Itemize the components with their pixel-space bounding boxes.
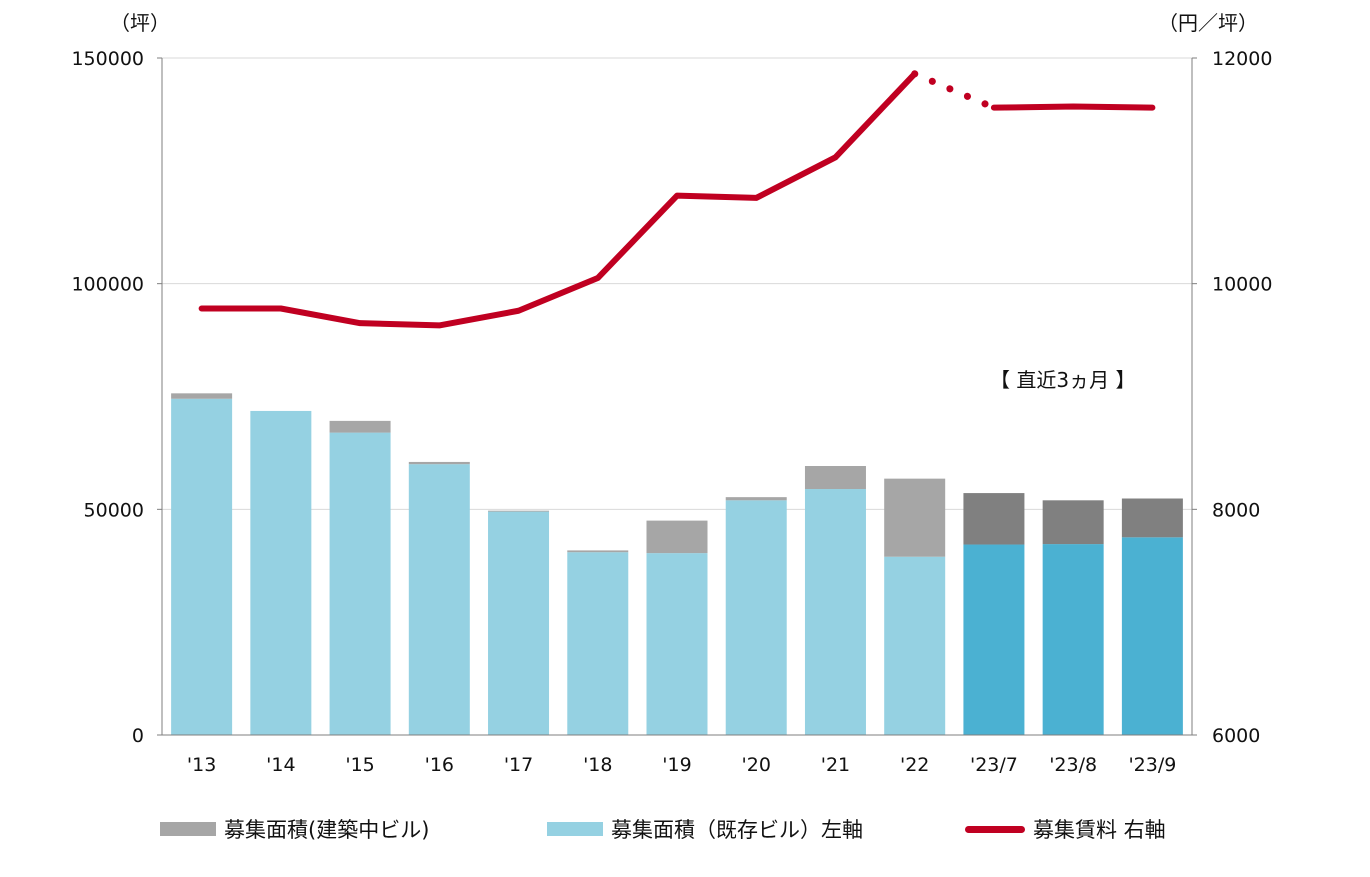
line-swatch-icon	[965, 825, 1025, 833]
x-tick-label: '21	[821, 754, 850, 776]
bar-existing	[1042, 544, 1104, 735]
bar-under-construction	[646, 520, 708, 554]
bar-under-construction	[725, 497, 787, 501]
bar-existing	[488, 511, 550, 735]
x-tick-label: '23/9	[1128, 754, 1176, 776]
chart: 0 50000 100000 150000 6000 8000 10000 12000 '13 '…	[71, 11, 1272, 776]
x-tick-label: '19	[662, 754, 691, 776]
bar-swatch-icon	[160, 822, 216, 836]
x-tick-label: '20	[742, 754, 771, 776]
bar-existing	[567, 552, 629, 735]
recent-3-months-annotation: 【 直近3ヵ月 】	[990, 368, 1135, 392]
right-tick-label: 12000	[1212, 48, 1272, 70]
legend-label: 募集面積（既存ビル）左軸	[611, 818, 863, 842]
left-tick-label: 100000	[71, 274, 144, 296]
rent-line-solid	[198, 70, 918, 329]
right-tick-label: 6000	[1212, 725, 1260, 747]
bar-existing	[171, 398, 233, 735]
bar-under-construction	[488, 510, 550, 512]
x-tick-label: '18	[583, 754, 612, 776]
rent-line-solid	[990, 103, 1156, 111]
left-tick-label: 150000	[71, 48, 144, 70]
x-tick-label: '13	[187, 754, 216, 776]
bar-under-construction	[963, 493, 1025, 545]
bar-swatch-icon	[547, 822, 603, 836]
x-tick-label: '23/8	[1049, 754, 1097, 776]
legend-item-under-construction: 募集面積(建築中ビル)	[160, 812, 429, 846]
bar-under-construction	[171, 393, 233, 399]
bar-existing	[329, 432, 391, 735]
legend-item-rent: 募集賃料 右軸	[965, 812, 1166, 846]
bar-under-construction	[884, 478, 946, 557]
axes	[157, 57, 1197, 736]
left-axis-unit: （坪）	[110, 11, 170, 35]
legend-label: 募集面積(建築中ビル)	[224, 818, 430, 842]
bar-under-construction	[1042, 500, 1104, 545]
bar-under-construction	[1121, 498, 1183, 538]
legend-item-existing: 募集面積（既存ビル）左軸	[547, 812, 863, 846]
bar-existing	[804, 489, 866, 735]
bar-existing	[1121, 537, 1183, 735]
bars	[171, 393, 1183, 735]
rent-line	[198, 70, 1156, 329]
bar-existing	[884, 556, 946, 735]
bar-under-construction	[567, 550, 629, 553]
x-tick-label: '16	[425, 754, 454, 776]
x-tick-label: '17	[504, 754, 533, 776]
left-tick-label: 0	[132, 725, 144, 747]
x-tick-label: '23/7	[970, 754, 1018, 776]
bar-existing	[646, 553, 708, 735]
right-tick-label: 8000	[1212, 499, 1260, 521]
bar-existing	[408, 464, 470, 735]
x-tick-label: '22	[900, 754, 929, 776]
legend: 募集面積(建築中ビル) 募集面積（既存ビル）左軸 募集賃料 右軸	[0, 812, 1370, 846]
x-tick-label: '15	[345, 754, 374, 776]
bar-under-construction	[804, 466, 866, 490]
left-tick-label: 50000	[84, 499, 144, 521]
bar-existing	[250, 410, 312, 735]
tick-labels: 0 50000 100000 150000 6000 8000 10000 12000 '13 '…	[71, 48, 1272, 776]
legend-label: 募集賃料 右軸	[1033, 818, 1166, 842]
gridlines	[162, 57, 1192, 510]
bar-under-construction	[329, 420, 391, 433]
bar-existing	[725, 500, 787, 735]
x-tick-label: '14	[266, 754, 295, 776]
rent-line-dotted	[911, 70, 998, 112]
right-axis-unit: （円／坪）	[1158, 11, 1258, 35]
right-tick-label: 10000	[1212, 274, 1272, 296]
bar-existing	[963, 544, 1025, 735]
bar-under-construction	[408, 461, 470, 465]
